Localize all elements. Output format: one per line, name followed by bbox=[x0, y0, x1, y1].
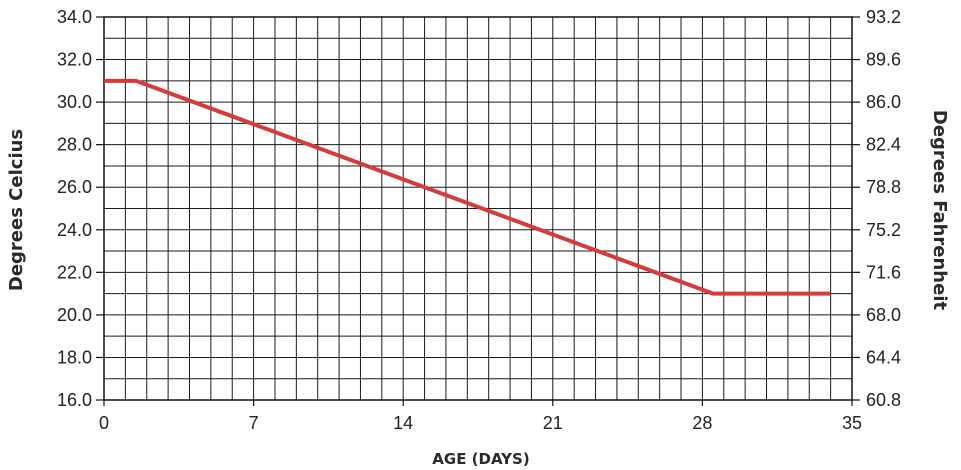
y-tick-label: 28.0 bbox=[57, 135, 92, 155]
y2-tick-label: 78.8 bbox=[866, 177, 901, 197]
y-tick-label: 20.0 bbox=[57, 305, 92, 325]
x-tick-label: 7 bbox=[249, 413, 259, 433]
y2-tick-labels: 60.8 64.4 68.0 71.6 75.2 78.8 82.4 86.0 89.6 93.2 bbox=[866, 7, 901, 410]
x-axis-title: AGE (DAYS) bbox=[432, 450, 529, 468]
grid bbox=[103, 16, 853, 401]
y-tick-label: 18.0 bbox=[57, 347, 92, 367]
y2-tick-label: 93.2 bbox=[866, 7, 901, 27]
y2-tick-label: 60.8 bbox=[866, 390, 901, 410]
y-tick-label: 22.0 bbox=[57, 262, 92, 282]
y2-tick-label: 89.6 bbox=[866, 50, 901, 70]
x-tick-label: 0 bbox=[99, 413, 109, 433]
y-tick-label: 26.0 bbox=[57, 177, 92, 197]
series-line bbox=[104, 78, 831, 296]
y-tick-label: 30.0 bbox=[57, 92, 92, 112]
y2-tick-label: 86.0 bbox=[866, 92, 901, 112]
y-tick-label: 32.0 bbox=[57, 50, 92, 70]
y2-tick-label: 75.2 bbox=[866, 220, 901, 240]
x-tick-labels: 0 7 14 21 28 35 bbox=[99, 413, 862, 433]
x-tick-label: 28 bbox=[692, 413, 712, 433]
x-tick-label: 21 bbox=[543, 413, 563, 433]
y2-tick-label: 71.6 bbox=[866, 262, 901, 282]
x-tick-label: 35 bbox=[842, 413, 862, 433]
series-lines bbox=[104, 78, 831, 296]
y2-tick-label: 64.4 bbox=[866, 347, 901, 367]
y-axis-title: Degrees Celcius bbox=[6, 129, 27, 291]
plot-border bbox=[103, 16, 853, 401]
y-tick-labels: 16.0 18.0 20.0 22.0 24.0 26.0 28.0 30.0 32.0 34.0 bbox=[57, 7, 92, 410]
y-tick-label: 16.0 bbox=[57, 390, 92, 410]
y-tick-label: 24.0 bbox=[57, 220, 92, 240]
y2-tick-label: 68.0 bbox=[866, 305, 901, 325]
plot-frame bbox=[96, 16, 860, 406]
y2-tick-label: 82.4 bbox=[866, 135, 901, 155]
x-tick-label: 14 bbox=[393, 413, 413, 433]
y2-axis-title: Degrees Fahrenheit bbox=[929, 110, 950, 311]
y-tick-label: 34.0 bbox=[57, 7, 92, 27]
